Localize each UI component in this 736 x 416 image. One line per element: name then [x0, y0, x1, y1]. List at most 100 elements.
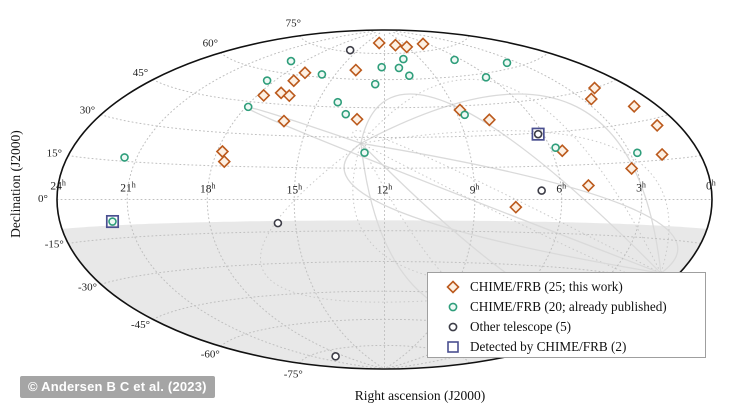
frb-point-circle: [331, 352, 340, 361]
dec-tick-label: 0°: [38, 193, 48, 205]
ra-tick-label: 6h: [556, 182, 566, 196]
frb-point-diamond: [282, 89, 296, 103]
frb-point-diamond: [350, 112, 364, 126]
frb-point-square: [531, 127, 545, 141]
ra-tick-label: 9h: [470, 182, 480, 196]
ra-tick-label: 21h: [120, 180, 136, 194]
frb-point-diamond: [655, 147, 669, 162]
dec-gridline: [152, 79, 617, 109]
frb-point-diamond: [482, 113, 496, 127]
dec-tick-label: -75°: [284, 368, 303, 380]
frb-point-circle: [460, 110, 469, 120]
dec-gridline: [299, 344, 470, 364]
y-axis-title: Declination (J2000): [8, 130, 23, 238]
frb-point-circle: [243, 102, 253, 112]
frb-point-circle: [394, 63, 404, 73]
diamond-legend-marker-icon: [436, 280, 470, 294]
legend-item-label: Other telescope (5): [470, 319, 572, 334]
frb-point-circle: [370, 79, 380, 89]
frb-point-diamond: [584, 92, 598, 106]
ra-tick-label: 24h: [50, 178, 66, 192]
dec-tick-label: -30°: [78, 282, 97, 294]
dec-gridline: [67, 155, 702, 169]
ra-tick-label: 15h: [287, 182, 303, 196]
map-outline: [56, 29, 713, 370]
circle-legend-marker-icon: [436, 320, 470, 334]
ra-tick-label: 18h: [200, 182, 216, 196]
frb-point-diamond: [298, 66, 312, 80]
frb-point-circle: [481, 73, 491, 82]
frb-point-diamond: [587, 81, 602, 95]
dec-tick-label: -45°: [131, 319, 150, 331]
ra-tick-label: 12h: [377, 183, 393, 197]
frb-point-diamond: [416, 37, 430, 51]
frb-point-diamond: [509, 200, 523, 214]
legend-item-0: CHIME/FRB (25; this work): [436, 277, 705, 297]
series-square-3: [105, 127, 545, 229]
frb-point-diamond: [257, 88, 271, 103]
frb-point-diamond: [372, 36, 386, 50]
frb-point-diamond: [349, 63, 363, 77]
dec-gridline: [100, 114, 669, 138]
frb-point-diamond: [388, 38, 403, 52]
ra-tick-label: 0h: [706, 178, 716, 192]
ra-gridline: [293, 32, 383, 369]
frb-point-circle: [537, 186, 546, 195]
frb-point-diamond: [650, 118, 664, 133]
frb-point-diamond: [453, 103, 467, 117]
frb-point-diamond: [274, 86, 288, 100]
dec-gridline: [100, 261, 669, 285]
frb-point-circle: [341, 109, 351, 119]
dec-tick-label: 75°: [286, 18, 301, 30]
dec-tick-label: 60°: [203, 38, 218, 50]
dec-tick-labels: 75° 60° 45° 30° 15° 0° -15° -30° -45° -60° -75°: [38, 18, 303, 381]
dec-tick-label: -15°: [45, 239, 64, 251]
frb-point-circle: [333, 97, 343, 107]
frb-point-circle: [120, 153, 129, 162]
legend-item-label: Detected by CHIME/FRB (2): [470, 339, 627, 354]
frb-point-diamond: [217, 154, 231, 169]
frb-point-diamond: [400, 40, 414, 54]
dec-tick-label: 30°: [80, 105, 95, 117]
frb-point-circle: [317, 70, 327, 79]
frb-point-circle: [405, 71, 414, 80]
frb-markers: [105, 36, 669, 361]
frb-point-circle: [360, 148, 369, 157]
x-axis-title: Right ascension (J2000): [354, 388, 486, 403]
frb-point-diamond: [581, 178, 596, 193]
dec-tick-label: 45°: [133, 67, 148, 79]
dec-gridline: [299, 35, 470, 55]
frb-point-circle: [633, 148, 642, 158]
ra-tick-label: 3h: [636, 180, 646, 194]
frb-point-diamond: [624, 161, 639, 176]
circle-legend-marker-icon: [436, 300, 470, 314]
legend-item-3: Detected by CHIME/FRB (2): [436, 337, 705, 357]
frb-point-circle: [551, 143, 560, 152]
frb-point-circle: [502, 58, 512, 68]
frb-point-circle: [273, 218, 283, 228]
legend-item-2: Other telescope (5): [436, 317, 705, 337]
frb-point-diamond: [287, 74, 301, 88]
frb-point-circle: [286, 56, 296, 66]
square-legend-marker-icon: [436, 340, 470, 354]
frb-point-circle: [533, 129, 543, 139]
watermark-credit: © Andersen B C et al. (2023): [20, 376, 215, 398]
ra-gridline: [206, 31, 381, 369]
series-circle-2: [273, 45, 546, 361]
frb-point-circle: [345, 45, 355, 55]
legend: CHIME/FRB (25; this work) CHIME/FRB (20; …: [427, 272, 706, 358]
ra-gridline: [126, 30, 380, 369]
ra-tick-labels: 24h 21h 18h 15h 12h 9h 6h 3h 0h: [50, 178, 715, 196]
dec-tick-label: 15°: [47, 147, 62, 159]
frb-point-circle: [450, 55, 459, 65]
dec-tick-label: -60°: [201, 349, 220, 361]
frb-point-circle: [262, 76, 272, 85]
frb-point-square: [105, 214, 120, 229]
series-diamond-0: [215, 36, 669, 214]
ra-gridline: [386, 32, 476, 369]
legend-item-label: CHIME/FRB (20; already published): [470, 299, 667, 314]
frb-point-circle: [377, 62, 386, 72]
series-circle-1: [108, 54, 642, 226]
frb-point-circle: [108, 217, 117, 226]
